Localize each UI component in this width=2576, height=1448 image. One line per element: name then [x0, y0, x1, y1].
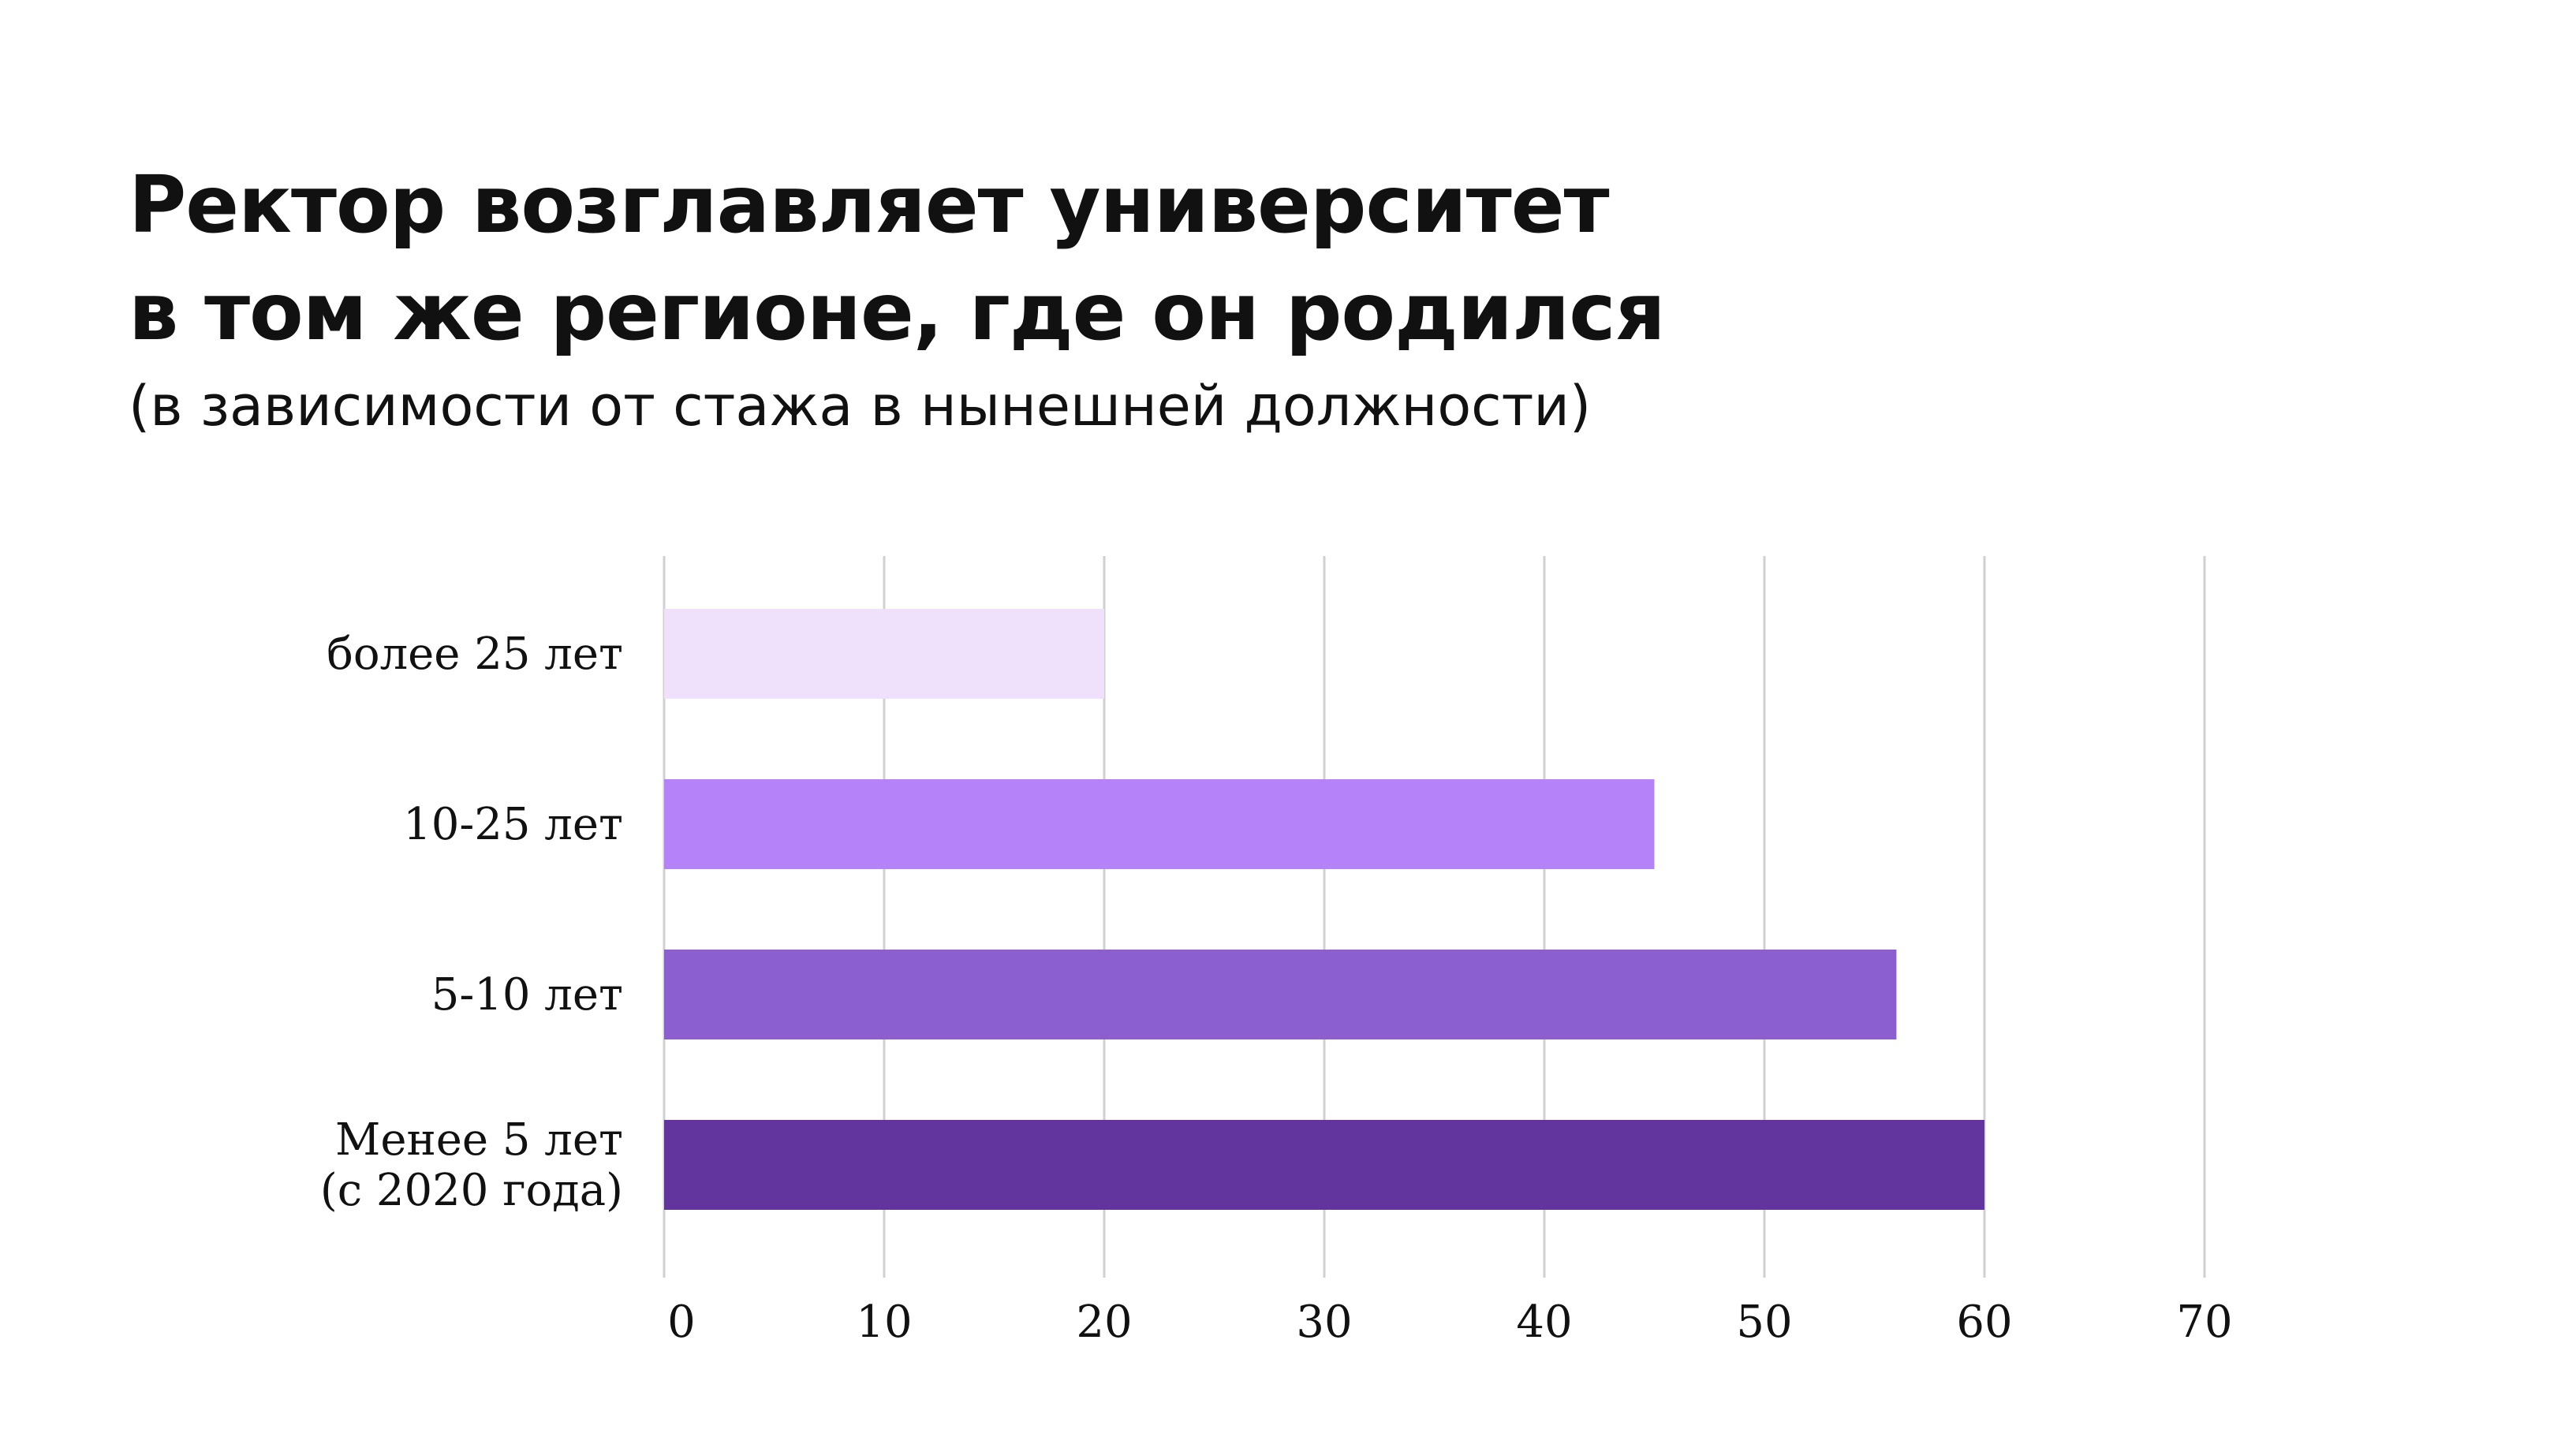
category-label: 5-10 лет — [431, 969, 623, 1021]
x-tick-label: 10 — [856, 1297, 912, 1348]
bar — [664, 1120, 1984, 1210]
chart-title-line-1: Ректор возглавляет университет — [129, 159, 1610, 251]
chart-title: Ректор возглавляет университет в том же … — [129, 151, 2179, 366]
x-tick-label: 0 — [667, 1297, 696, 1348]
x-tick-label: 20 — [1076, 1297, 1132, 1348]
category-label: более 25 лет — [327, 629, 623, 680]
bars — [664, 609, 1984, 1210]
category-label: Менее 5 лет (с 2020 года) — [320, 1114, 623, 1216]
bar — [664, 609, 1104, 699]
bar — [664, 950, 1897, 1039]
bar — [664, 779, 1655, 869]
x-tick-label: 40 — [1516, 1297, 1572, 1348]
x-tick-label: 70 — [2176, 1297, 2232, 1348]
x-axis-tick-labels: 0 10 20 30 40 50 60 70 — [667, 1297, 2232, 1348]
chart-subtitle: (в зависимости от стажа в нынешней должн… — [129, 374, 1592, 439]
x-tick-label: 60 — [1956, 1297, 2012, 1348]
x-tick-label: 50 — [1736, 1297, 1792, 1348]
x-tick-label: 30 — [1296, 1297, 1352, 1348]
chart-title-line-2: в том же регионе, где он родился — [129, 266, 1666, 358]
category-labels: более 25 лет 10-25 лет 5-10 лет Менее 5 лет… — [320, 629, 623, 1216]
category-label: 10-25 лет — [403, 799, 623, 850]
